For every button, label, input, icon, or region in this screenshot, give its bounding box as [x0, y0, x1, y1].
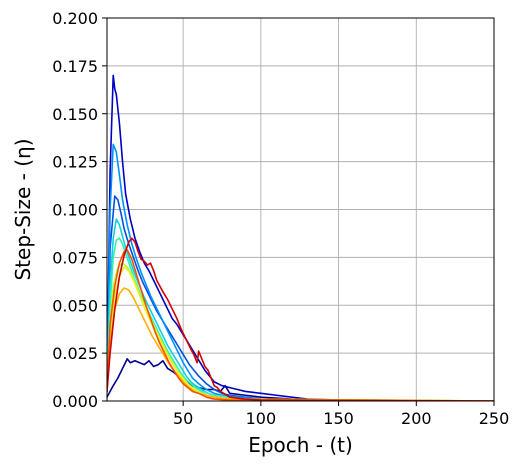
- series-line-1: [107, 358, 494, 401]
- x-tick-label: 250: [479, 409, 510, 428]
- series-line-11: [107, 237, 494, 401]
- series-line-5: [107, 218, 494, 401]
- y-tick-label: 0.025: [52, 344, 98, 363]
- y-tick-label: 0.075: [52, 248, 98, 267]
- x-tick-label: 100: [246, 409, 277, 428]
- x-tick-label: 150: [323, 409, 354, 428]
- y-axis-label: Step-Size - (η): [11, 138, 35, 280]
- series-line-6: [107, 237, 494, 401]
- x-axis-label: Epoch - (t): [248, 433, 353, 457]
- x-tick-label: 50: [173, 409, 193, 428]
- series-line-8: [107, 266, 494, 401]
- series-line-2: [107, 74, 494, 401]
- grid-lines: [107, 17, 495, 402]
- y-tick-label: 0.100: [52, 201, 98, 220]
- series-line-4: [107, 143, 494, 401]
- series-line-3: [107, 195, 494, 401]
- y-tick-label: 0.200: [52, 9, 98, 28]
- series-line-7: [107, 262, 494, 401]
- x-tick-label: 200: [401, 409, 432, 428]
- y-tick-label: 0.175: [52, 57, 98, 76]
- y-tick-label: 0.125: [52, 153, 98, 172]
- axis-ticks: 50 100 150 200 250 0.000 0.025 0.050 0.075 0.100 0…: [52, 9, 509, 428]
- chart-series: [107, 74, 494, 401]
- series-line-10: [107, 248, 494, 401]
- y-tick-label: 0.150: [52, 105, 98, 124]
- y-tick-label: 0.050: [52, 296, 98, 315]
- y-tick-label: 0.000: [52, 392, 98, 411]
